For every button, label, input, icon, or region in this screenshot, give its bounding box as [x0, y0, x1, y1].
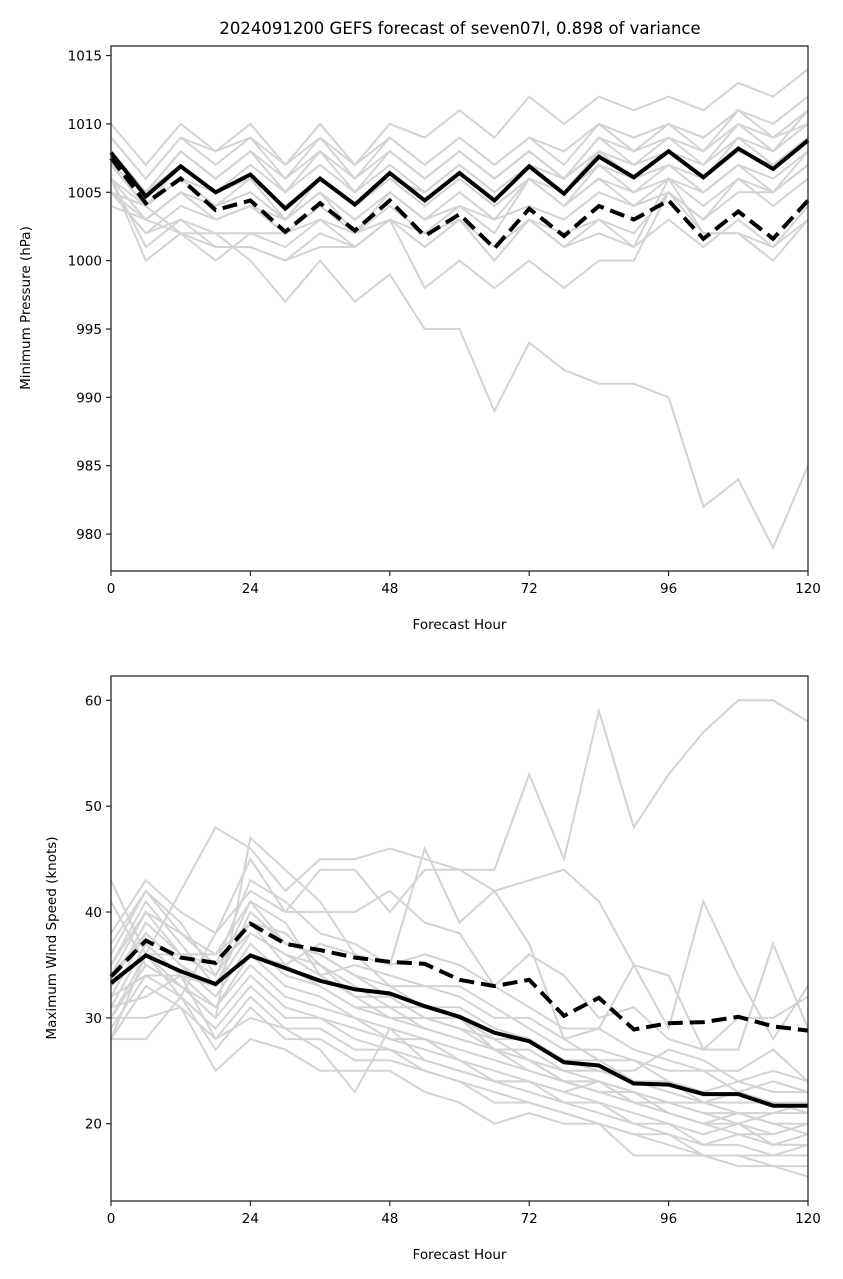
- wind-x-axis-label: Forecast Hour: [413, 1247, 507, 1263]
- pressure-panel: 0 24 48 72 96 120 980 985 990 995 1000 1005 1010 101…: [18, 45, 821, 633]
- pressure-ensemble-mean-line: [109, 138, 810, 212]
- wind-x-tick-label: 72: [521, 1211, 538, 1227]
- pressure-member-line-13: [110, 191, 809, 263]
- pressure-x-axis-label: Forecast Hour: [413, 617, 507, 633]
- wind-member-line-2: [110, 835, 809, 1042]
- pressure-y-tick-label: 1015: [68, 49, 102, 65]
- wind-y-tick-label: 40: [85, 905, 102, 921]
- pressure-reconstruction-line: [109, 156, 810, 252]
- pressure-y-tick-label: 1005: [68, 185, 102, 201]
- wind-y-ticks: 20 30 40 50 60: [85, 693, 111, 1133]
- pressure-members: [110, 68, 809, 551]
- wind-y-tick-label: 60: [85, 693, 102, 709]
- pressure-axes-frame: [110, 45, 809, 572]
- wind-y-tick-label: 30: [85, 1011, 102, 1027]
- wind-x-ticks: 0 24 48 72 96 120: [107, 1201, 821, 1227]
- wind-member-line-16: [110, 974, 809, 1125]
- wind-series: [109, 921, 809, 1108]
- wind-reconstruction-line: [109, 921, 809, 1033]
- pressure-x-tick-label: 96: [660, 581, 677, 597]
- pressure-y-tick-label: 980: [76, 527, 102, 543]
- wind-x-tick-label: 24: [242, 1211, 259, 1227]
- pressure-y-ticks: 980 985 990 995 1000 1005 1010 1015: [68, 49, 111, 543]
- pressure-y-tick-label: 1010: [68, 117, 102, 133]
- pressure-member-line-4: [110, 122, 809, 194]
- pressure-member-line-0: [110, 68, 809, 167]
- pressure-member-line-8: [110, 150, 809, 222]
- wind-y-axis-label: Maximum Wind Speed (knots): [44, 836, 60, 1039]
- pressure-member-line-5: [110, 123, 809, 194]
- pressure-y-tick-label: 990: [76, 390, 102, 406]
- pressure-y-tick-label: 985: [76, 459, 102, 475]
- wind-member-line-1: [110, 826, 809, 1051]
- pressure-y-tick-label: 995: [76, 322, 102, 338]
- pressure-x-tick-label: 72: [521, 581, 538, 597]
- wind-member-line-14: [111, 995, 808, 1168]
- chart-title: 2024091200 GEFS forecast of seven07l, 0.…: [219, 19, 700, 38]
- pressure-member-line-14: [110, 178, 809, 263]
- wind-x-tick-label: 48: [381, 1211, 398, 1227]
- wind-member-line-5: [110, 899, 808, 1094]
- wind-member-line-21: [110, 931, 809, 1136]
- pressure-series: [109, 138, 810, 252]
- wind-x-tick-label: 96: [660, 1211, 677, 1227]
- wind-members: [110, 699, 809, 1178]
- pressure-x-tick-label: 120: [795, 581, 821, 597]
- wind-y-tick-label: 50: [85, 799, 102, 815]
- wind-member-line-17: [110, 910, 809, 1083]
- wind-x-tick-label: 0: [107, 1211, 116, 1227]
- pressure-x-tick-label: 0: [107, 581, 116, 597]
- wind-member-line-15: [111, 1006, 809, 1178]
- wind-member-line-11: [110, 963, 808, 1146]
- pressure-member-line-2: [110, 108, 809, 181]
- pressure-member-line-15: [110, 164, 809, 290]
- pressure-x-ticks: 0 24 48 72 96 120: [107, 571, 821, 597]
- wind-panel: 0 24 48 72 96 120 20 30 40 50 60 Forecast Hour Ma…: [44, 675, 821, 1263]
- pressure-member-line-16: [110, 191, 809, 551]
- pressure-y-axis-label: Minimum Pressure (hPa): [18, 226, 34, 390]
- wind-ensemble-mean-line: [109, 953, 808, 1108]
- wind-x-tick-label: 120: [795, 1211, 821, 1227]
- wind-axes-frame: [110, 675, 809, 1202]
- pressure-y-tick-label: 1000: [68, 254, 102, 270]
- wind-member-line-12: [110, 974, 809, 1157]
- wind-member-line-3: [110, 857, 809, 1051]
- pressure-x-tick-label: 48: [381, 581, 398, 597]
- pressure-x-tick-label: 24: [242, 581, 259, 597]
- pressure-member-line-9: [110, 150, 809, 221]
- wind-y-tick-label: 20: [85, 1117, 102, 1133]
